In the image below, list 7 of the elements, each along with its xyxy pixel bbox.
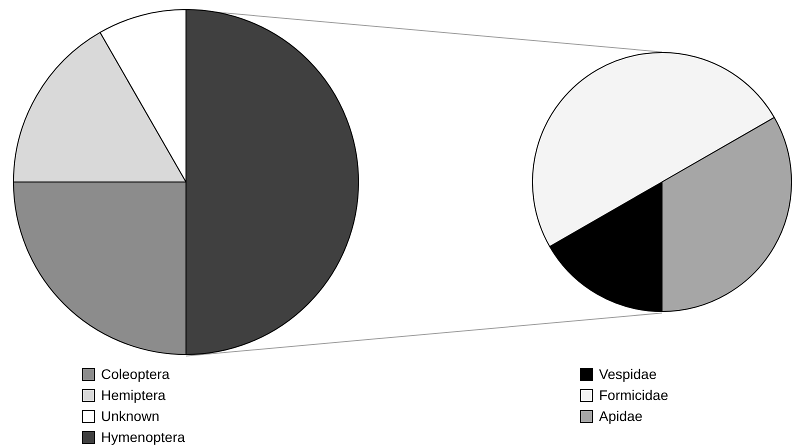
legend-label: Apidae [599, 407, 643, 426]
legend-label: Coleoptera [101, 365, 170, 384]
legend-label: Hemiptera [101, 386, 166, 405]
legend-label: Unknown [101, 407, 160, 426]
legend-label: Vespidae [599, 365, 657, 384]
legend-label: Formicidae [599, 386, 668, 405]
legend-label: Hymenoptera [101, 428, 186, 445]
